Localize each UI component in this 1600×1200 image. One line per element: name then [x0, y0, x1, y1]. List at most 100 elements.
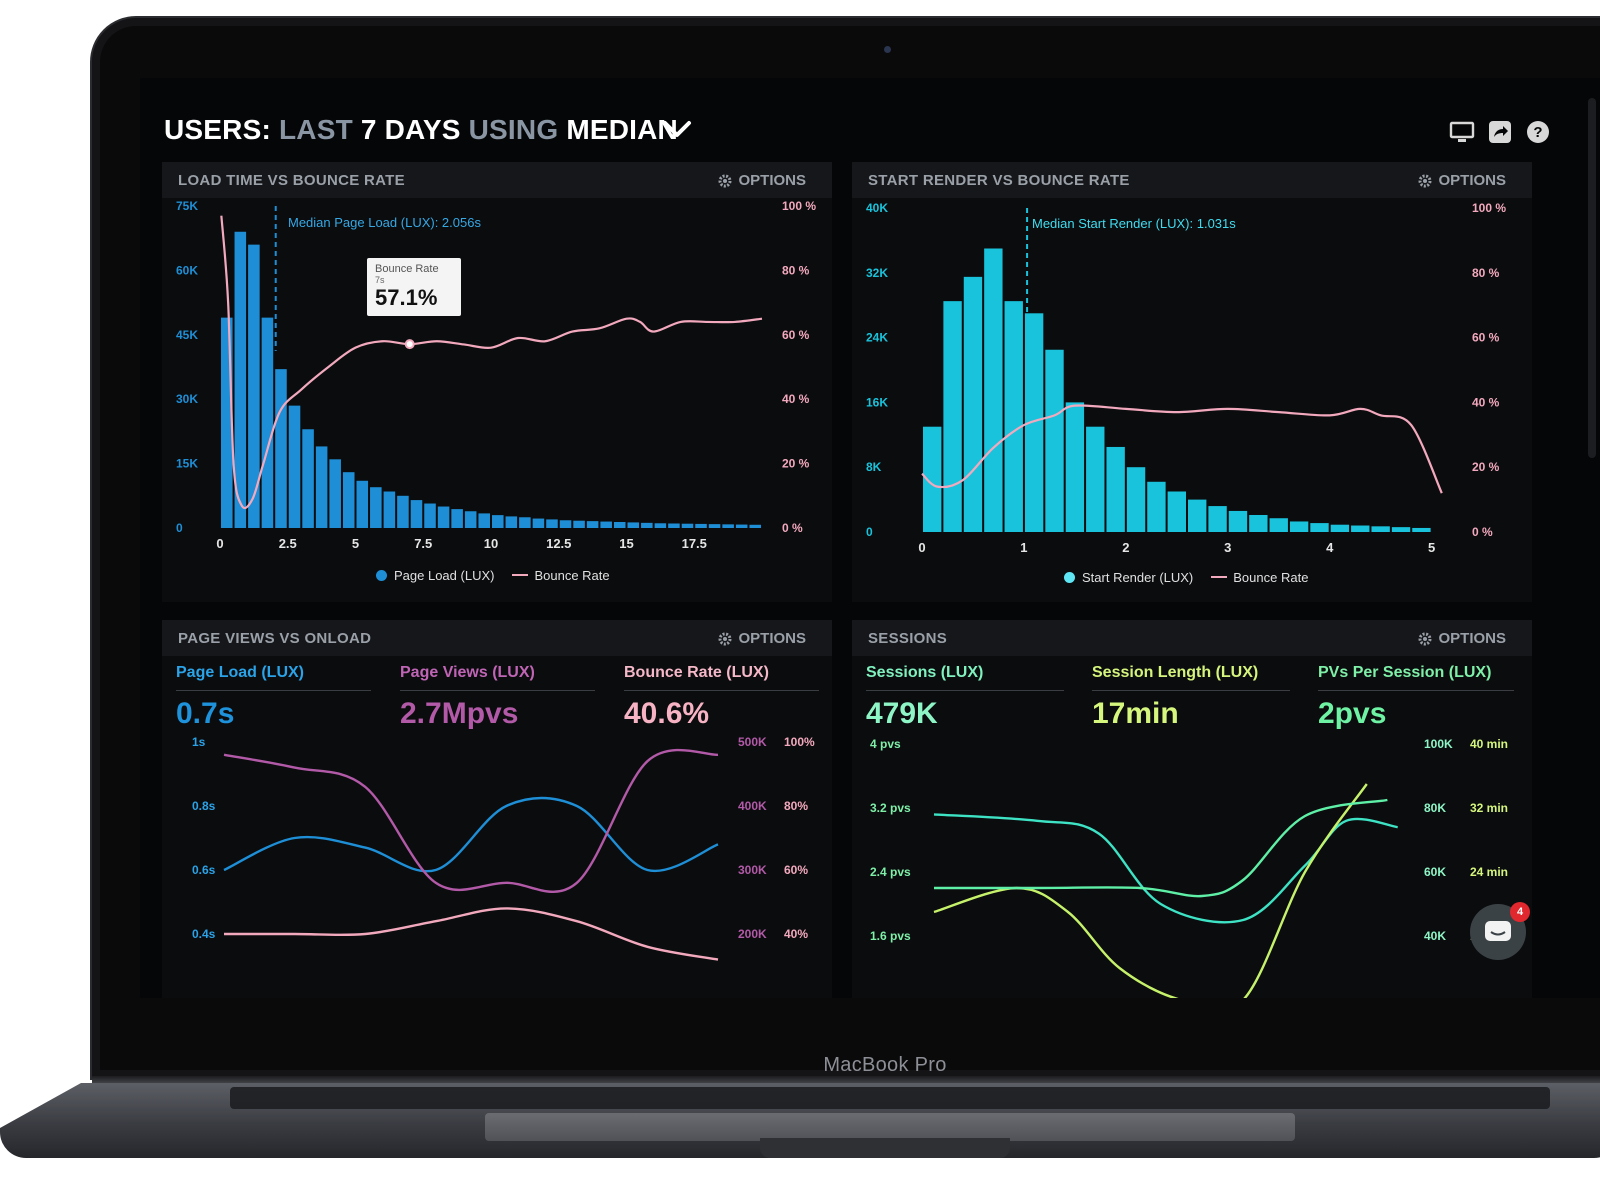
bar: [1208, 506, 1227, 532]
y-axis-right-label: 60%: [784, 863, 808, 877]
y-axis-left-label: 0: [866, 525, 873, 539]
title-part-median[interactable]: MEDIAN: [566, 114, 678, 145]
sessions-chart[interactable]: 4 pvs 3.2 pvs 2.4 pvs 1.6 pvs 100K 80K 60K 40K 4…: [852, 620, 1532, 998]
bar: [1004, 301, 1023, 532]
bar: [1106, 446, 1125, 532]
y-axis-left-label: 30K: [176, 392, 198, 406]
metric-label: Session Length (LUX): [1092, 664, 1290, 691]
load-time-chart[interactable]: 75K 60K 45K 30K 15K 0 100 % 80 % 60 % 40 % 20 % 0 %…: [162, 162, 832, 602]
y-axis-left-label: 15K: [176, 457, 198, 471]
share-icon[interactable]: [1488, 120, 1512, 144]
metric-label: Page Load (LUX): [176, 664, 371, 691]
gear-icon: [1418, 632, 1432, 645]
legend-item-bounce-rate[interactable]: Bounce Rate: [512, 568, 610, 583]
chevron-down-icon[interactable]: [662, 118, 692, 140]
y-axis-left-label: 0.6s: [192, 863, 216, 877]
y-axis-right-label: 100K: [1424, 737, 1453, 751]
bar: [573, 520, 585, 528]
bar: [923, 426, 942, 532]
options-button[interactable]: OPTIONS: [718, 172, 806, 189]
legend-item-bounce-rate[interactable]: Bounce Rate: [1211, 570, 1308, 585]
panel-load-time: LOAD TIME VS BOUNCE RATE OPTIONS 75K 60K 4…: [162, 162, 832, 602]
y-axis-left-label: 0.4s: [192, 927, 216, 941]
y-axis-right-label: 40K: [1424, 929, 1446, 943]
bar: [248, 244, 260, 528]
y-axis-left-label: 40K: [866, 201, 888, 215]
y-axis-right-label: 200K: [738, 927, 767, 941]
x-axis-label: 17.5: [682, 536, 707, 551]
metric-pvs-per-session[interactable]: PVs Per Session (LUX) 2pvs: [1318, 664, 1514, 731]
bar: [464, 511, 477, 528]
options-button[interactable]: OPTIONS: [718, 630, 806, 647]
camera-icon: [884, 46, 891, 53]
y-axis-right-label: 100%: [784, 735, 815, 749]
tooltip: Bounce Rate 7s 57.1%: [367, 258, 461, 316]
bar: [221, 317, 233, 528]
metric-label: Page Views (LUX): [400, 664, 595, 691]
y-axis-right-label: 40 %: [1472, 395, 1500, 409]
dashboard-screen: USERS: LAST 7 DAYS USING MEDIAN ? LOAD T…: [140, 78, 1600, 998]
y-axis-right-label: 24 min: [1470, 865, 1508, 879]
metric-sessions[interactable]: Sessions (LUX) 479K: [866, 664, 1064, 731]
y-axis-right-label: 60 %: [1472, 331, 1500, 345]
y-axis-left-label: 16K: [866, 395, 888, 409]
legend-item-start-render[interactable]: Start Render (LUX): [1064, 570, 1193, 585]
bar: [1371, 526, 1390, 532]
y-axis-right-label: 60 %: [782, 328, 810, 342]
bar: [532, 518, 545, 528]
metric-value: 17min: [1092, 697, 1179, 730]
bar: [478, 513, 490, 528]
monitor-icon[interactable]: [1449, 120, 1475, 144]
bar: [681, 523, 694, 528]
median-label: Median Page Load (LUX): 2.056s: [288, 215, 481, 230]
metric-page-views[interactable]: Page Views (LUX) 2.7Mpvs: [400, 664, 595, 731]
bar: [288, 405, 301, 528]
tooltip-title: Bounce Rate: [375, 263, 439, 275]
y-axis-left-label: 75K: [176, 199, 198, 213]
x-axis-label: 4: [1326, 540, 1334, 555]
bar: [1188, 499, 1207, 532]
bar: [275, 369, 287, 528]
x-axis-label: 12.5: [546, 536, 571, 551]
y-axis-left-label: 0.8s: [192, 799, 216, 813]
tooltip-sub: 7s: [375, 275, 385, 285]
bar: [1147, 481, 1166, 532]
help-icon[interactable]: ?: [1526, 120, 1550, 144]
y-axis-left-label: 1s: [192, 735, 206, 749]
y-axis-left-label: 24K: [866, 331, 888, 345]
scrollbar[interactable]: [1588, 98, 1596, 458]
y-axis-left-label: 3.2 pvs: [870, 801, 911, 815]
title-part-using: USING: [468, 114, 559, 145]
y-axis-right-label: 20 %: [782, 457, 810, 471]
metric-bounce-rate[interactable]: Bounce Rate (LUX) 40.6%: [624, 664, 819, 731]
bar: [963, 276, 983, 532]
page-title[interactable]: USERS: LAST 7 DAYS USING MEDIAN: [164, 114, 678, 146]
bar: [1269, 518, 1288, 532]
bar: [600, 521, 612, 528]
chat-button[interactable]: [1470, 904, 1526, 960]
title-part-range[interactable]: 7 DAYS: [360, 114, 461, 145]
start-render-chart[interactable]: 40K 32K 24K 16K 8K 0 100 % 80 % 60 % 40 % 20 % 0 % 0…: [852, 162, 1532, 602]
metric-page-load[interactable]: Page Load (LUX) 0.7s: [176, 664, 371, 731]
bar: [505, 516, 518, 528]
bar: [383, 491, 396, 528]
bar: [627, 522, 640, 528]
y-axis-right-label: 40 %: [782, 392, 810, 406]
y-axis-left-label: 8K: [866, 460, 882, 474]
lid-notch: [760, 1138, 1010, 1158]
panel-header: LOAD TIME VS BOUNCE RATE OPTIONS: [162, 162, 832, 198]
options-button[interactable]: OPTIONS: [1418, 630, 1506, 647]
panel-sessions: SESSIONS OPTIONS Sessions (LUX) 479K Ses…: [852, 620, 1532, 998]
page-views-chart[interactable]: 1s 0.8s 0.6s 0.4s 500K 400K 300K 200K 100% 80% 60%…: [162, 620, 832, 998]
metric-value: 479K: [866, 697, 938, 730]
panel-title: PAGE VIEWS VS ONLOAD: [178, 630, 372, 647]
bar: [315, 446, 328, 528]
metric-value: 2.7Mpvs: [400, 697, 519, 730]
metric-session-length[interactable]: Session Length (LUX) 17min: [1092, 664, 1290, 731]
tooltip-value: 57.1%: [375, 285, 438, 310]
y-axis-left-label: 4 pvs: [870, 737, 901, 751]
x-axis-label: 1: [1020, 540, 1027, 555]
options-button[interactable]: OPTIONS: [1418, 172, 1506, 189]
legend-item-page-load[interactable]: Page Load (LUX): [376, 568, 494, 583]
panel-title: SESSIONS: [868, 630, 948, 647]
